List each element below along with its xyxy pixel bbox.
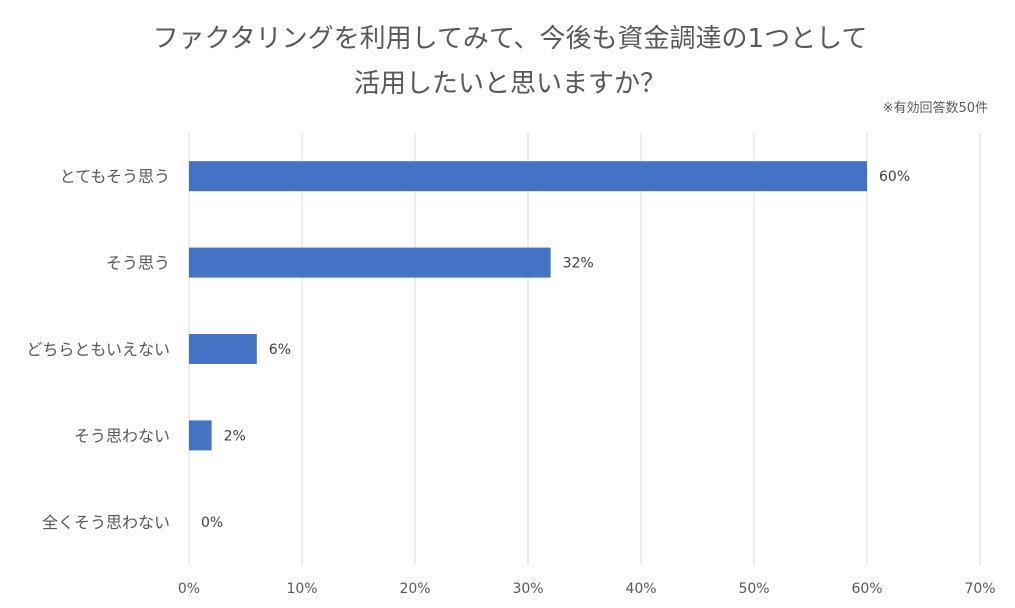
x-tick-label-30: 30% <box>512 581 543 597</box>
bar-2 <box>189 334 257 364</box>
category-label-0: とてもそう思う <box>60 167 170 186</box>
chart-title-line-1: ファクタリングを利用してみて、今後も資金調達の1つとして <box>153 24 868 54</box>
category-label-3: そう思わない <box>74 426 170 445</box>
data-labels: 60% 32% 6% 2% 0% <box>201 169 910 531</box>
category-label-2: どちらともいえない <box>26 340 170 359</box>
x-tick-label-60: 60% <box>851 581 882 597</box>
chart-title-line-2: 活用したいと思いますか？ <box>354 69 666 99</box>
data-label-2: 6% <box>269 342 291 358</box>
x-tick-label-20: 20% <box>399 581 430 597</box>
bar-0 <box>189 161 867 192</box>
x-tick-label-0: 0% <box>178 581 200 597</box>
data-label-3: 2% <box>224 428 246 444</box>
bar-3 <box>189 420 212 451</box>
bar-1 <box>189 247 551 278</box>
x-axis-tick-labels: 0% 10% 20% 30% 40% 50% 60% 70% <box>178 581 996 597</box>
respondent-note: ※有効回答数50件 <box>883 100 988 116</box>
data-label-4: 0% <box>201 515 223 531</box>
bars <box>189 161 867 451</box>
x-tick-label-50: 50% <box>738 581 769 597</box>
gridlines <box>188 133 981 565</box>
category-label-1: そう思う <box>106 254 170 273</box>
category-label-4: 全くそう思わない <box>42 513 170 532</box>
data-label-1: 32% <box>563 256 594 272</box>
x-tick-label-70: 70% <box>964 581 995 597</box>
x-tick-label-10: 10% <box>286 581 317 597</box>
data-label-0: 60% <box>879 169 910 185</box>
x-tick-label-40: 40% <box>625 581 656 597</box>
